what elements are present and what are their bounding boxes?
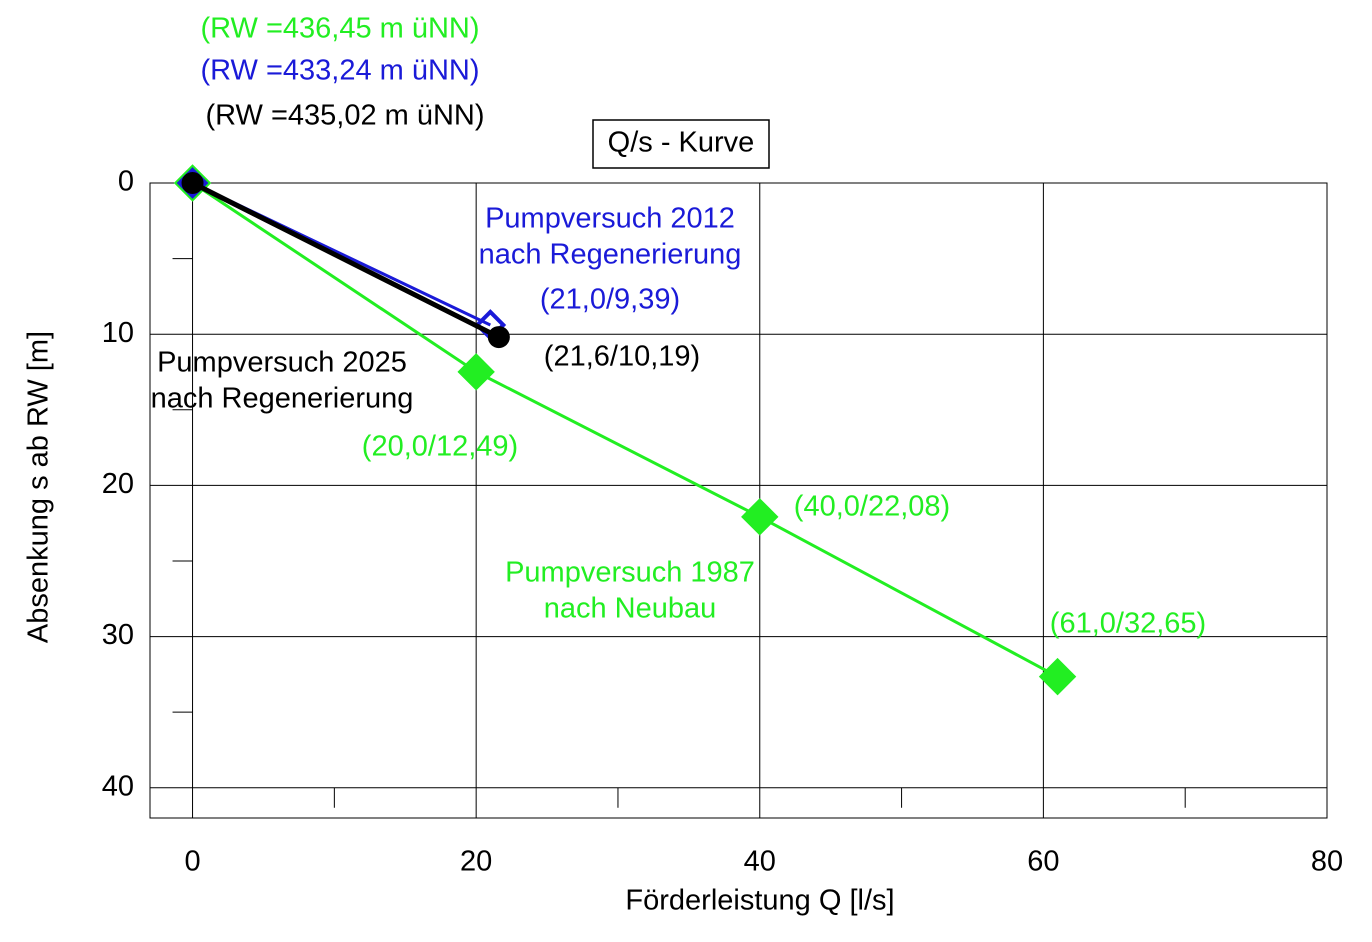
annotation: (RW =433,24 m üNN) [200, 55, 479, 87]
marker [487, 326, 510, 349]
y-tick-label: 10 [102, 317, 134, 349]
y-tick-label: 20 [102, 468, 134, 500]
annotation: nach Regenerierung [479, 239, 742, 271]
annotation: (21,0/9,39) [540, 284, 680, 316]
annotation: (RW =436,45 m üNN) [200, 13, 479, 45]
y-tick-label: 0 [118, 166, 134, 198]
annotation: (21,6/10,19) [544, 341, 700, 373]
x-axis-label: Förderleistung Q [l/s] [625, 885, 894, 917]
marker [181, 172, 204, 194]
series-line [191, 180, 500, 340]
marker [741, 498, 779, 536]
chart-title: Q/s - Kurve [608, 127, 755, 159]
y-axis-label: Absenkung s ab RW [m] [23, 331, 55, 643]
annotation: (RW =435,02 m üNN) [205, 100, 484, 132]
y-tick-label: 40 [102, 770, 134, 802]
x-tick-label: 40 [744, 846, 776, 878]
annotation: (40,0/22,08) [794, 491, 950, 523]
annotation: Pumpversuch 2025 [157, 347, 407, 379]
x-tick-label: 60 [1027, 846, 1059, 878]
annotation: nach Regenerierung [151, 383, 414, 415]
x-tick-label: 0 [184, 846, 200, 878]
plot-frame [149, 182, 1328, 819]
marker [457, 353, 495, 391]
annotation: Pumpversuch 1987 [505, 557, 755, 589]
annotation: (20,0/12,49) [362, 431, 518, 463]
series-line [191, 181, 1059, 678]
marker [1038, 657, 1077, 696]
y-tick-label: 30 [102, 619, 134, 651]
annotation: nach Neubau [544, 593, 717, 625]
annotation: (61,0/32,65) [1050, 608, 1206, 640]
x-tick-label: 80 [1311, 846, 1343, 878]
x-tick-label: 20 [460, 846, 492, 878]
title-box [592, 119, 770, 169]
annotation: Pumpversuch 2012 [485, 203, 735, 235]
